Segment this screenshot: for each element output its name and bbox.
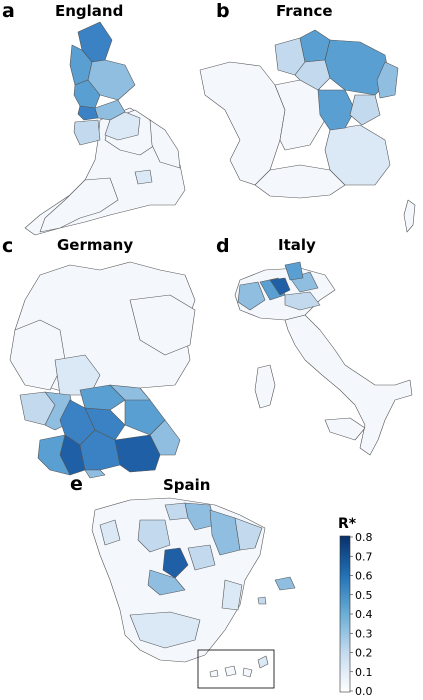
england-map: [24, 21, 186, 236]
panel-letter-d: d: [216, 235, 230, 257]
spain-region-navarra: [184, 502, 216, 531]
spain-region-madrid: [162, 547, 189, 579]
france-corsica: [403, 199, 416, 233]
italy-region-emilia: [284, 291, 321, 311]
colorbar-tick-label: 0.2: [355, 647, 373, 660]
panel-title-england: England: [55, 2, 123, 20]
france-map: [199, 29, 416, 233]
spain-region-andalusia: [129, 611, 201, 649]
spain-balearic-ibiza: [257, 596, 267, 605]
spain-region-aragon: [209, 509, 241, 556]
colorbar-tick-label: 0.5: [355, 589, 373, 602]
england-region-east: [149, 119, 181, 169]
spain-region-toledo: [147, 569, 186, 596]
spain-map: [91, 497, 296, 689]
colorbar-tick-label: 0.7: [355, 550, 373, 563]
france-region-southeast: [324, 124, 391, 186]
colorbar-tick-label: 0.1: [355, 666, 373, 679]
colorbar: R* 0.8 0.7 0.6 0.5 0.4 0.3 0.2 0.1 0.0: [338, 516, 373, 698]
italy-sardinia: [254, 364, 276, 409]
italy-region-piedmont: [237, 281, 266, 311]
panel-letter-b: b: [216, 0, 230, 22]
france-region-franchecomte: [349, 94, 381, 126]
colorbar-tick-label: 0.4: [355, 608, 373, 621]
panel-france: b France: [199, 0, 416, 233]
colorbar-ticks: 0.8 0.7 0.6 0.5 0.4 0.3 0.2 0.1 0.0: [350, 531, 373, 698]
panel-england: a England: [2, 0, 186, 236]
colorbar-tick-label: 0.0: [355, 685, 373, 698]
france-region-alsace: [376, 61, 399, 99]
panel-germany: c Germany: [2, 235, 196, 479]
panel-italy: d Italy: [216, 235, 413, 456]
spain-region-castilla-north: [137, 519, 171, 553]
panel-title-italy: Italy: [278, 236, 316, 254]
germany-region-hessen: [54, 354, 101, 396]
canary-islands-inset: [197, 649, 275, 689]
germany-region-oberbayern: [114, 434, 161, 473]
italy-region-bergamo: [269, 277, 291, 296]
panel-spain: e Spain: [70, 473, 296, 689]
france-region-west: [199, 61, 286, 186]
germany-region-east: [129, 294, 196, 356]
spain-region-catalonia: [234, 517, 263, 551]
panel-title-france: France: [276, 2, 333, 20]
spain-balearic-mallorca: [274, 576, 296, 591]
germany-map: [9, 261, 196, 479]
italy-map: [234, 261, 413, 456]
colorbar-tick-label: 0.8: [355, 531, 373, 544]
spain-region-valencia: [221, 579, 243, 611]
panel-letter-c: c: [2, 235, 13, 257]
italy-region-trento: [284, 261, 304, 281]
colorbar-gradient: [339, 535, 351, 693]
panel-letter-a: a: [2, 0, 15, 22]
panel-title-spain: Spain: [163, 476, 210, 494]
spain-canary-3: [242, 667, 253, 678]
france-region-bourgogne: [317, 89, 356, 131]
england-region-southwest: [39, 177, 119, 233]
italy-sicily: [324, 417, 366, 441]
england-region-eastmidlands: [104, 111, 141, 141]
spain-canary-4: [257, 655, 269, 669]
germany-region-upperfranconia: [79, 384, 126, 411]
panel-title-germany: Germany: [57, 236, 133, 254]
spain-region-galicia-south: [99, 519, 121, 546]
germany-region-allgau: [84, 469, 106, 479]
spain-canary-2: [224, 665, 237, 677]
england-region-wales-border: [73, 119, 101, 146]
panel-letter-e: e: [70, 473, 83, 495]
colorbar-tick-label: 0.6: [355, 570, 373, 583]
colorbar-tick-label: 0.3: [355, 627, 373, 640]
spain-canary-1: [209, 669, 219, 678]
germany-region-baden-south: [37, 434, 71, 476]
england-region-london: [134, 169, 153, 185]
germany-region-franconia: [84, 407, 126, 441]
italy-peninsula: [284, 314, 413, 456]
colorbar-title: R*: [338, 516, 357, 532]
england-region-manchester: [77, 105, 99, 121]
spain-region-guadalajara: [187, 544, 216, 571]
